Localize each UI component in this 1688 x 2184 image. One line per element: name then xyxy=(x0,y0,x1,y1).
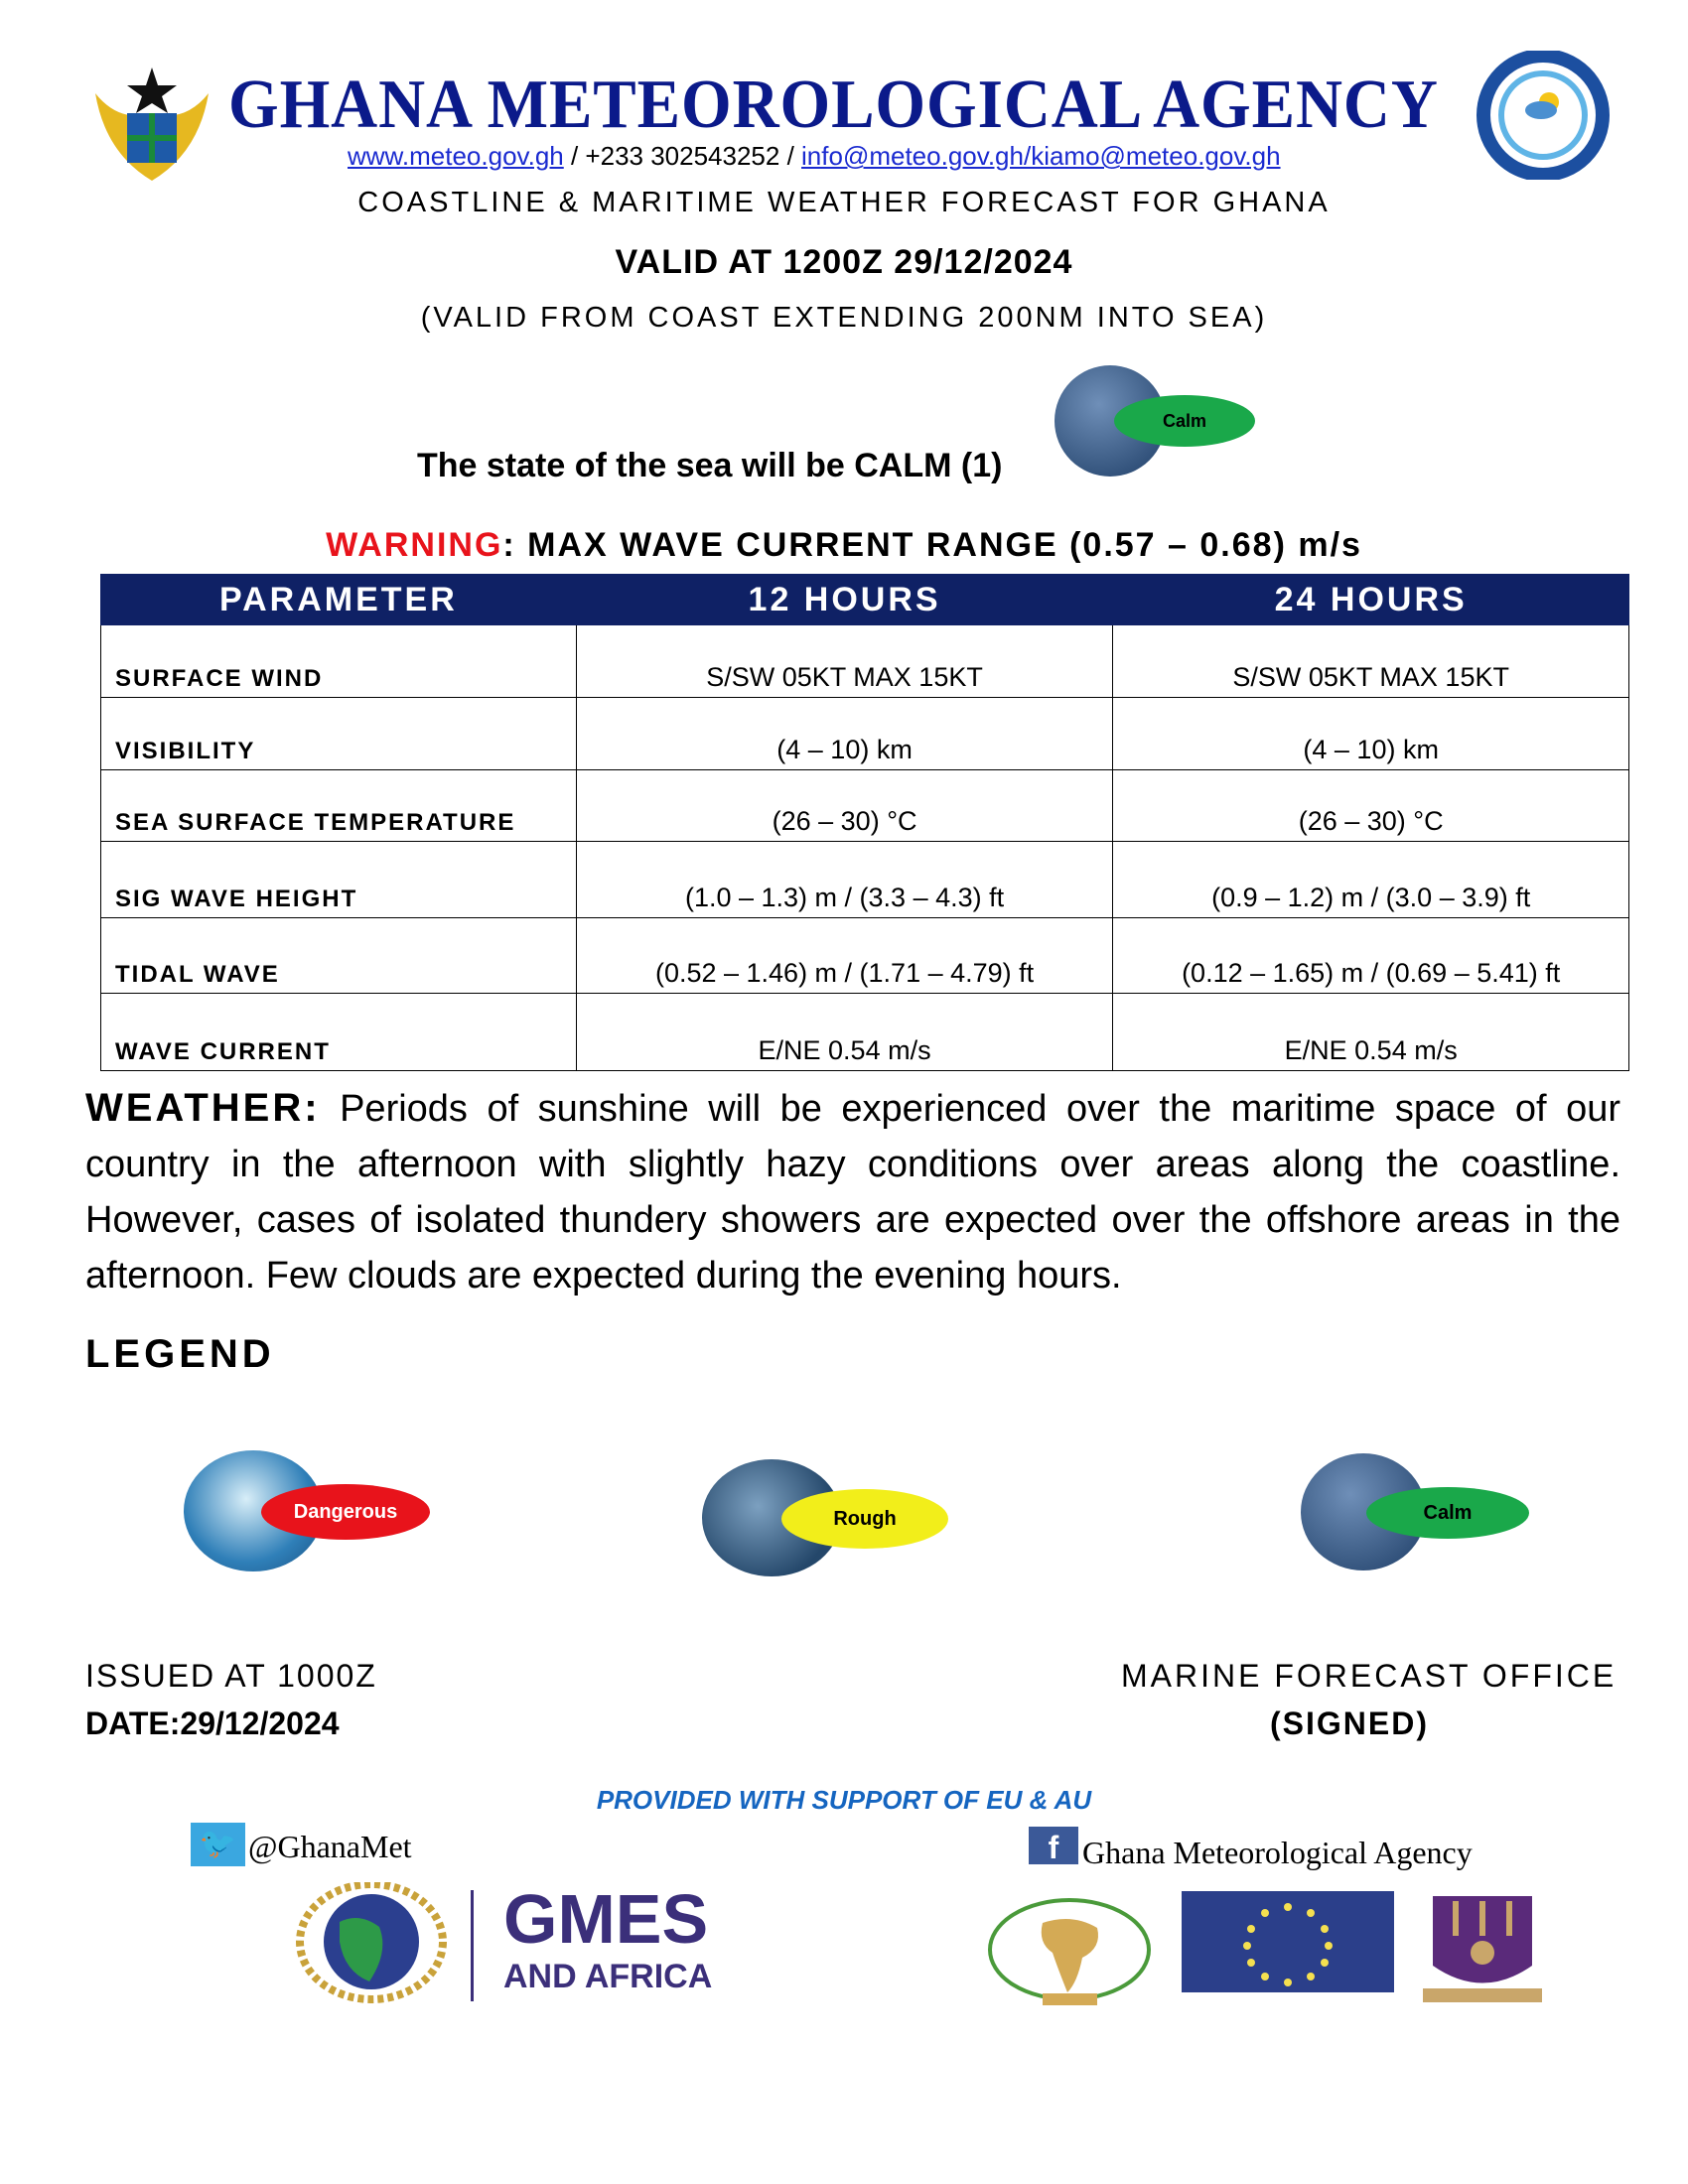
value-24h: (0.9 – 1.2) m / (3.0 – 3.9) ft xyxy=(1112,841,1629,918)
twitter-handle[interactable]: @GhanaMet xyxy=(248,1829,412,1864)
legend-dangerous: Dangerous xyxy=(184,1450,432,1571)
issue-date: DATE:29/12/2024 xyxy=(85,1706,340,1741)
header-12-hours: 12 HOURS xyxy=(575,574,1114,625)
website-link[interactable]: www.meteo.gov.gh xyxy=(348,141,564,171)
warning-line: WARNING: MAX WAVE CURRENT RANGE (0.57 – … xyxy=(0,526,1688,565)
legend-title: LEGEND xyxy=(85,1332,275,1376)
table-row: WAVE CURRENT E/NE 0.54 m/s E/NE 0.54 m/s xyxy=(100,993,1629,1071)
parameter-cell: TIDAL WAVE xyxy=(100,917,577,994)
forecast-table: PARAMETER 12 HOURS 24 HOURS SURFACE WIND… xyxy=(100,574,1629,1071)
sea-state-sentence: The state of the sea will be CALM (1) xyxy=(417,447,1003,484)
ghana-coat-of-arms-logo xyxy=(95,68,209,181)
valid-at: VALID AT 1200Z 29/12/2024 xyxy=(615,243,1073,281)
header-24-hours: 24 HOURS xyxy=(1112,574,1629,625)
dangerous-label: Dangerous xyxy=(261,1484,430,1540)
weather-paragraph: WEATHER: Periods of sunshine will be exp… xyxy=(85,1080,1620,1303)
parameter-cell: SIG WAVE HEIGHT xyxy=(100,841,577,918)
forecast-subtitle: COASTLINE & MARITIME WEATHER FORECAST FO… xyxy=(357,187,1331,218)
support-statement: PROVIDED WITH SUPPORT OF EU & AU xyxy=(596,1785,1092,1815)
marine-forecast-office: MARINE FORECAST OFFICE xyxy=(1121,1658,1618,1694)
legend-calm: Calm xyxy=(1301,1453,1531,1572)
value-24h: (4 – 10) km xyxy=(1112,697,1629,770)
value-12h: S/SW 05KT MAX 15KT xyxy=(575,624,1114,698)
calm-legend-label: Calm xyxy=(1366,1487,1529,1539)
agency-title: GHANA METEOROLOGICAL AGENCY xyxy=(228,67,1439,143)
value-24h: S/SW 05KT MAX 15KT xyxy=(1112,624,1629,698)
gmes-africa-logo: GMES AND AFRICA xyxy=(290,1882,786,2003)
table-row: VISIBILITY (4 – 10) km (4 – 10) km xyxy=(100,697,1629,770)
african-union-logo xyxy=(988,1898,1151,2005)
twitter-icon: 🐦 xyxy=(191,1823,245,1866)
value-12h: (0.52 – 1.46) m / (1.71 – 4.79) ft xyxy=(575,917,1114,994)
value-12h: (4 – 10) km xyxy=(575,697,1114,770)
rough-label: Rough xyxy=(781,1489,948,1549)
facebook-page[interactable]: Ghana Meteorological Agency xyxy=(1082,1835,1473,1870)
valid-range: (VALID FROM COAST EXTENDING 200NM INTO S… xyxy=(420,302,1268,334)
table-row: SIG WAVE HEIGHT (1.0 – 1.3) m / (3.3 – 4.… xyxy=(100,841,1629,918)
table-row: TIDAL WAVE (0.52 – 1.46) m / (1.71 – 4.79… xyxy=(100,917,1629,994)
ucc-crest-logo xyxy=(1423,1896,1542,2002)
parameter-cell: WAVE CURRENT xyxy=(100,993,577,1071)
sea-state-badge: Calm xyxy=(1055,365,1255,477)
header-parameter: PARAMETER xyxy=(100,574,577,625)
gmes-globe-icon xyxy=(296,1882,447,2003)
value-12h: (26 – 30) °C xyxy=(575,769,1114,842)
value-24h: (26 – 30) °C xyxy=(1112,769,1629,842)
signed-label: (SIGNED) xyxy=(1270,1706,1429,1741)
weather-label: WEATHER: xyxy=(85,1086,321,1130)
and-africa-text: AND AFRICA xyxy=(503,1958,713,1995)
warning-label: WARNING xyxy=(326,526,503,564)
calm-label: Calm xyxy=(1114,395,1255,447)
gmet-logo xyxy=(1477,51,1610,180)
facebook-icon: f xyxy=(1029,1827,1078,1865)
value-24h: (0.12 – 1.65) m / (0.69 – 5.41) ft xyxy=(1112,917,1629,994)
issued-at: ISSUED AT 1000Z xyxy=(85,1658,377,1694)
value-12h: (1.0 – 1.3) m / (3.3 – 4.3) ft xyxy=(575,841,1114,918)
contact-line: www.meteo.gov.gh / +233 302543252 / info… xyxy=(348,141,1281,172)
eu-flag-logo xyxy=(1182,1891,1394,1992)
parameter-cell: SEA SURFACE TEMPERATURE xyxy=(100,769,577,842)
parameter-cell: VISIBILITY xyxy=(100,697,577,770)
warning-text: : MAX WAVE CURRENT RANGE (0.57 – 0.68) m… xyxy=(502,526,1362,564)
email-link[interactable]: info@meteo.gov.gh/kiamo@meteo.gov.gh xyxy=(801,141,1281,171)
table-row: SURFACE WIND S/SW 05KT MAX 15KT S/SW 05KT … xyxy=(100,624,1629,698)
weather-text: Periods of sunshine will be experienced … xyxy=(85,1088,1620,1297)
value-24h: E/NE 0.54 m/s xyxy=(1112,993,1629,1071)
legend-rough: Rough xyxy=(702,1459,950,1580)
value-12h: E/NE 0.54 m/s xyxy=(575,993,1114,1071)
table-row: SEA SURFACE TEMPERATURE (26 – 30) °C (26 –… xyxy=(100,769,1629,842)
parameter-cell: SURFACE WIND xyxy=(100,624,577,698)
phone-number: / +233 302543252 / xyxy=(563,141,802,171)
table-header-row: PARAMETER 12 HOURS 24 HOURS xyxy=(100,574,1629,625)
gmes-text: GMES xyxy=(503,1880,709,1958)
